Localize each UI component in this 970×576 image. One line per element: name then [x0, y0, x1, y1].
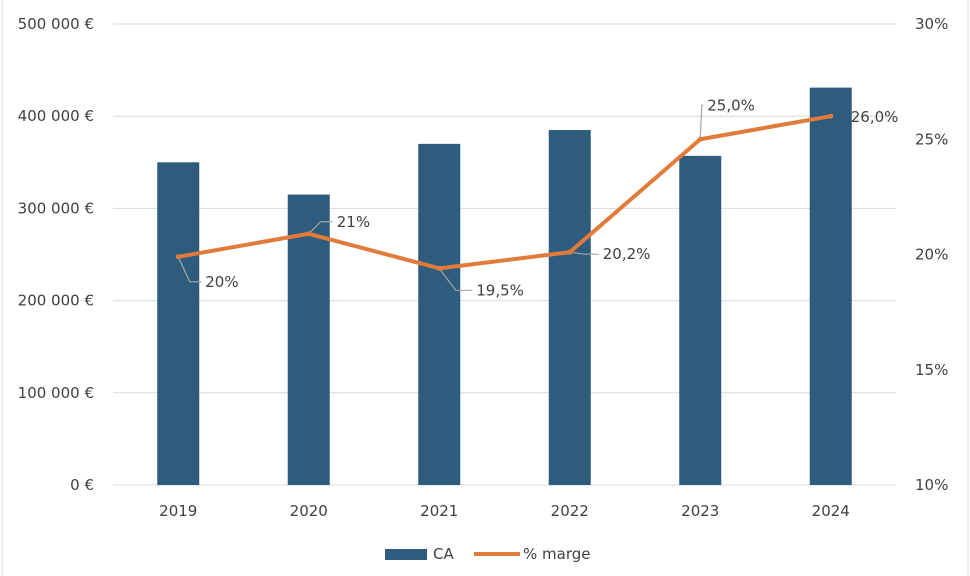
y-right-tick-label: 20% — [915, 246, 948, 264]
bar-series — [157, 87, 852, 486]
y-left-tick-label: 400 000 € — [18, 107, 94, 125]
line-marge — [176, 114, 833, 271]
bar-ca-2024 — [809, 87, 852, 486]
legend-label-ca: CA — [433, 545, 454, 563]
x-tick-label: 2019 — [159, 502, 197, 520]
x-axis: 2019 2020 2021 2022 2023 2024 — [159, 502, 850, 520]
y-right-tick-label: 30% — [915, 15, 948, 33]
legend: CA % marge — [385, 545, 590, 563]
leader-line — [438, 267, 473, 291]
x-tick-label: 2022 — [551, 502, 589, 520]
data-label-marge-2020: 21% — [337, 213, 370, 231]
leader-line — [308, 221, 333, 235]
legend-label-marge: % marge — [523, 545, 590, 563]
data-label-marge-2023: 25,0% — [707, 96, 755, 114]
data-label-marge-2024: 26,0% — [851, 108, 899, 126]
right-axis: 10% 15% 20% 25% 30% — [915, 15, 948, 494]
legend-swatch-ca — [385, 549, 427, 560]
bar-ca-2019 — [157, 162, 200, 486]
left-axis: 0 € 100 000 € 200 000 € 300 000 € 400 000 € 5… — [18, 15, 94, 494]
x-tick-label: 2023 — [681, 502, 719, 520]
y-left-tick-label: 300 000 € — [18, 199, 94, 217]
y-right-tick-label: 15% — [915, 361, 948, 379]
point-marge-2019 — [175, 254, 181, 260]
leader-line — [699, 104, 704, 140]
point-marge-2023 — [697, 136, 703, 142]
point-marge-2024 — [828, 113, 834, 119]
bar-ca-2021 — [418, 143, 461, 486]
data-label-marge-2021: 19,5% — [476, 281, 524, 299]
x-tick-label: 2021 — [420, 502, 458, 520]
bar-ca-2020 — [287, 194, 330, 485]
data-label-marge-2022: 20,2% — [603, 245, 651, 263]
x-tick-label: 2020 — [290, 502, 328, 520]
bar-ca-2022 — [548, 130, 591, 485]
data-label-marge-2019: 20% — [205, 273, 238, 291]
leader-lines — [177, 104, 704, 291]
x-tick-label: 2024 — [812, 502, 850, 520]
data-labels: 20% 21% 19,5% 20,2% 25,0% 26,0% — [205, 96, 898, 299]
bar-ca-2023 — [679, 155, 722, 485]
line-series — [175, 113, 834, 271]
y-left-tick-label: 100 000 € — [18, 384, 94, 402]
leader-line — [177, 256, 202, 283]
y-left-tick-label: 500 000 € — [18, 15, 94, 33]
y-left-tick-label: 200 000 € — [18, 292, 94, 310]
gridlines — [113, 23, 896, 486]
y-left-tick-label: 0 € — [70, 476, 94, 494]
y-right-tick-label: 10% — [915, 476, 948, 494]
point-marge-2022 — [567, 249, 573, 255]
point-marge-2020 — [306, 231, 312, 237]
point-marge-2021 — [436, 265, 442, 271]
leader-line — [569, 251, 599, 255]
y-right-tick-label: 25% — [915, 130, 948, 148]
